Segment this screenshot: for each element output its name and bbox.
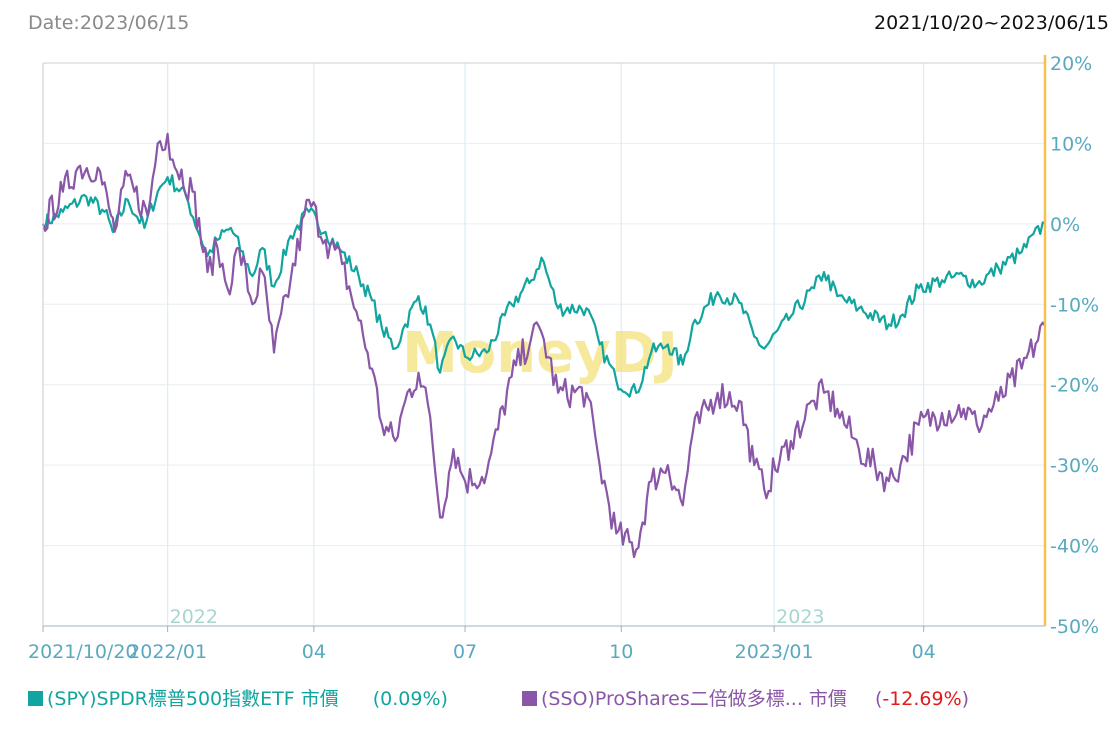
x-tick-label: 2023/01: [735, 641, 814, 663]
legend-change-spy: (0.09%): [372, 688, 448, 710]
x-tick-label: 10: [609, 641, 633, 663]
series-line-spy: [41, 174, 1046, 398]
y-tick-label: -30%: [1050, 455, 1099, 477]
y-tick-label: -50%: [1050, 616, 1099, 638]
x-tick-label: 04: [302, 641, 326, 663]
year-label: 2022: [170, 606, 218, 628]
y-tick-label: 20%: [1050, 53, 1092, 75]
y-tick-label: 10%: [1050, 133, 1092, 155]
x-tick-label: 07: [453, 641, 477, 663]
x-tick-label: 04: [912, 641, 936, 663]
legend-label-sso: (SSO)ProShares二倍做多標... 市價: [541, 688, 847, 710]
y-tick-label: -10%: [1050, 294, 1099, 316]
legend-label-spy: (SPY)SPDR標普500指數ETF 市價: [47, 688, 339, 710]
axes: 20%10%0%-10%-20%-30%-40%-50%2021/10/2020…: [28, 53, 1099, 663]
legend-swatch-spy: [28, 691, 43, 706]
y-tick-label: 0%: [1050, 214, 1080, 236]
series-lines: [41, 132, 1046, 559]
date-range-label: 2021/10/20~2023/06/15: [874, 12, 1109, 34]
y-tick-label: -20%: [1050, 375, 1099, 397]
legend-change-sso: -12.69%: [882, 688, 962, 710]
year-label: 2023: [776, 606, 824, 628]
legend-item-sso[interactable]: (SSO)ProShares二倍做多標... 市價 (-12.69%): [522, 684, 969, 711]
x-tick-label: 2021/10/20: [28, 641, 138, 663]
date-label: Date:2023/06/15: [28, 12, 190, 34]
x-tick-label: 2022/01: [128, 641, 207, 663]
watermark: MoneyDJ: [402, 321, 678, 386]
y-tick-label: -40%: [1050, 536, 1099, 558]
legend-swatch-sso: [522, 691, 537, 706]
series-line-sso: [41, 132, 1046, 559]
legend-change-sso-wrap: (-12.69%): [874, 688, 970, 710]
legend-item-spy[interactable]: (SPY)SPDR標普500指數ETF 市價 (0.09%): [28, 684, 448, 711]
